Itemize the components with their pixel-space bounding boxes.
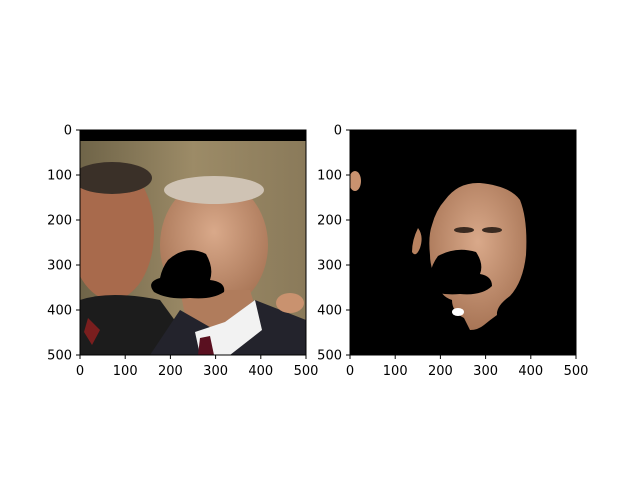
y-tick-label: 100 [317, 169, 342, 184]
x-tick-label: 400 [518, 364, 543, 379]
x-tick-label: 200 [158, 364, 183, 379]
x-tick-label: 400 [248, 364, 273, 379]
x-tick-label: 100 [113, 364, 138, 379]
y-tick-label: 500 [47, 349, 72, 364]
x-tick-label: 100 [383, 364, 408, 379]
y-tick-label: 200 [47, 214, 72, 229]
y-tick-label: 200 [317, 214, 342, 229]
segmented-mask-blob [421, 249, 492, 295]
x-tick-label: 0 [76, 364, 84, 379]
y-tick-label: 300 [47, 259, 72, 274]
x-tick-label: 300 [203, 364, 228, 379]
x-tick-label: 200 [428, 364, 453, 379]
top-black-band [80, 130, 306, 141]
y-tick-label: 400 [47, 304, 72, 319]
y-tick-label: 500 [317, 349, 342, 364]
photo-panel-original [80, 130, 306, 355]
axes-frame-left [79, 129, 307, 356]
x-tick-label: 0 [346, 364, 354, 379]
mask-blob [151, 250, 225, 299]
x-tick-label: 500 [294, 364, 319, 379]
photo-panel-segmented [350, 130, 576, 355]
x-tick-label: 300 [473, 364, 498, 379]
axis-ticks: 0 100 200 300 400 500 0 100 200 300 400 500 0 100 200 3… [47, 124, 588, 380]
left-man-head [80, 164, 154, 300]
axes-frame-right [349, 129, 577, 356]
y-tick-label: 100 [47, 169, 72, 184]
y-tick-label: 0 [64, 124, 72, 139]
y-tick-label: 0 [334, 124, 342, 139]
y-tick-label: 400 [317, 304, 342, 319]
x-tick-label: 500 [564, 364, 589, 379]
y-tick-label: 300 [317, 259, 342, 274]
edge-skin-fragment [350, 171, 361, 191]
